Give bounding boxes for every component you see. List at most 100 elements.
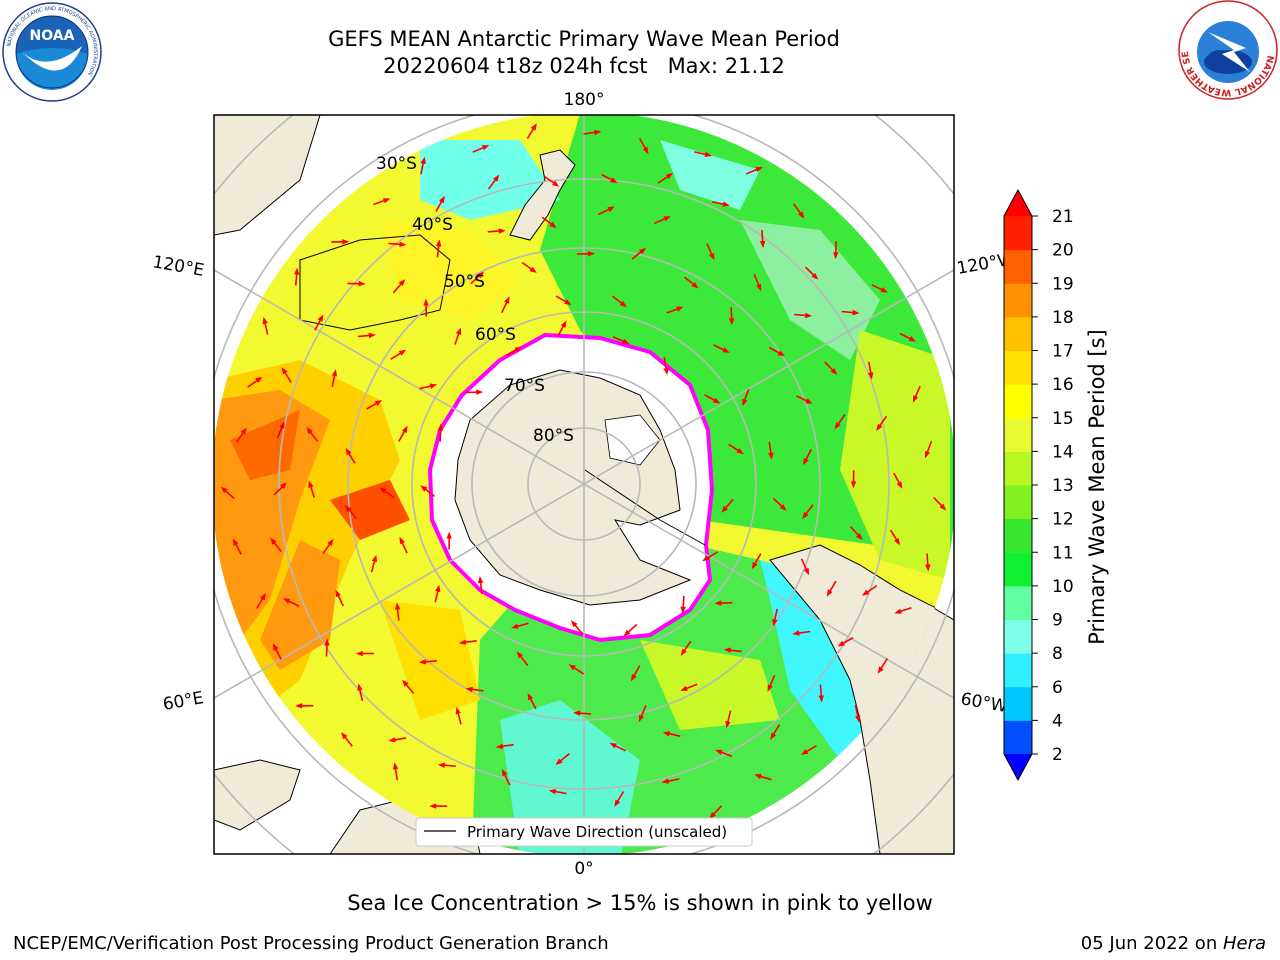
wave-arrow-head bbox=[722, 347, 730, 353]
wave-arrow-head bbox=[324, 638, 330, 646]
colorbar-tick-label: 13 bbox=[1052, 476, 1074, 496]
wave-arrow-head bbox=[477, 576, 484, 584]
colorbar-segment bbox=[1004, 384, 1032, 419]
wave-arrow-head bbox=[662, 731, 671, 737]
wave-arrow-head bbox=[527, 693, 534, 701]
wave-arrow-head bbox=[850, 481, 857, 489]
wave-arrow-head bbox=[714, 600, 722, 606]
wave-arrow-head bbox=[398, 349, 407, 356]
wave-arrow-head bbox=[803, 567, 810, 576]
wave-arrow-head bbox=[755, 167, 763, 173]
colorbar-tick-label: 6 bbox=[1052, 678, 1063, 698]
wave-arrow-head bbox=[587, 251, 595, 257]
wave-arrow-head bbox=[398, 279, 406, 287]
wave-arrow-head bbox=[240, 427, 247, 435]
wave-arrow-head bbox=[420, 485, 428, 492]
wave-arrow-head bbox=[792, 630, 800, 636]
wave-arrow-head bbox=[446, 531, 452, 539]
wave-arrow-head bbox=[374, 400, 383, 406]
wave-arrow-head bbox=[877, 666, 884, 674]
wave-arrow-head bbox=[894, 538, 901, 546]
wave-arrow-head bbox=[262, 316, 268, 325]
wave-arrow-head bbox=[868, 372, 874, 380]
chart-subtitle: 20220604 t18z 024h fcst Max: 21.12 bbox=[383, 54, 785, 78]
wave-arrow-head bbox=[680, 685, 688, 691]
wave-arrow-head bbox=[834, 422, 841, 430]
wave-arrow-head bbox=[573, 710, 581, 716]
wave-arrow-head bbox=[327, 538, 334, 546]
wave-arrow-head bbox=[357, 683, 363, 691]
wave-arrow-head bbox=[691, 282, 699, 289]
lon-label-60w: 60°W bbox=[959, 689, 1009, 717]
wave-arrow-head bbox=[855, 715, 861, 723]
wave-arrow-head bbox=[680, 606, 686, 614]
wave-arrow-head bbox=[798, 211, 805, 219]
colorbar-tick-label: 11 bbox=[1052, 543, 1074, 563]
wave-arrow-head bbox=[712, 397, 721, 404]
wave-arrow-head bbox=[908, 336, 917, 342]
noaa-logo-text: NOAA bbox=[30, 28, 75, 44]
wave-arrow-head bbox=[399, 536, 405, 545]
wave-arrow-head bbox=[371, 554, 377, 563]
wave-arrow-head bbox=[623, 629, 631, 637]
wave-arrow-head bbox=[331, 369, 338, 377]
wave-arrow-head bbox=[317, 314, 324, 322]
wave-arrow-head bbox=[609, 743, 617, 749]
wave-arrow-head bbox=[548, 789, 556, 795]
colorbar-extend-high bbox=[1004, 190, 1032, 216]
wave-arrow-head bbox=[295, 703, 303, 709]
wave-arrow-head bbox=[777, 350, 785, 357]
wave-arrow-head bbox=[368, 332, 376, 339]
wave-arrow-head bbox=[862, 589, 870, 596]
lat-label-30s: 30°S bbox=[376, 154, 417, 174]
wave-arrow-head bbox=[335, 589, 341, 598]
colorbar-tick-label: 20 bbox=[1052, 241, 1074, 261]
wave-arrow-head bbox=[345, 505, 352, 513]
colorbar-extend-low bbox=[1004, 754, 1032, 780]
wave-arrow-head bbox=[516, 651, 524, 659]
wave-arrow-head bbox=[779, 504, 787, 511]
footer-machine: Hera bbox=[1222, 933, 1266, 954]
wave-arrow-head bbox=[833, 252, 839, 260]
wave-arrow-head bbox=[811, 273, 819, 280]
wave-arrow-head bbox=[722, 201, 730, 207]
wave-arrow-head bbox=[388, 737, 396, 743]
wave-arrow-head bbox=[437, 423, 444, 431]
wave-arrow-head bbox=[803, 457, 809, 466]
wave-arrow-head bbox=[358, 281, 366, 287]
wave-arrow-head bbox=[912, 395, 919, 403]
wave-arrow-head bbox=[805, 398, 813, 404]
wave-arrow-head bbox=[756, 283, 762, 292]
wave-arrow-head bbox=[394, 602, 401, 610]
colorbar: 2 4 6 8 9 10 11 12 13 14 15 16 17 18 19 20 21 bbox=[1003, 188, 1074, 782]
wave-arrow-head bbox=[555, 758, 563, 765]
wave-arrow-head bbox=[455, 706, 461, 715]
wave-arrow-head bbox=[272, 643, 279, 651]
colorbar-label: Primary Wave Mean Period [s] bbox=[1085, 329, 1109, 645]
wave-arrow-head bbox=[355, 650, 363, 657]
wave-arrow-head bbox=[345, 447, 352, 456]
wave-arrow-head bbox=[939, 503, 947, 511]
wave-arrow-head bbox=[476, 389, 484, 395]
wave-arrow-head bbox=[661, 778, 670, 784]
wave-arrow-head bbox=[665, 172, 674, 179]
wave-arrow-head bbox=[721, 505, 728, 513]
wave-arrow-head bbox=[715, 749, 723, 755]
chart-title: GEFS MEAN Antarctic Primary Wave Mean Pe… bbox=[328, 27, 840, 51]
wave-arrow-head bbox=[232, 538, 239, 546]
wave-arrow-head bbox=[423, 298, 429, 306]
wave-arrow-head bbox=[768, 452, 774, 460]
wave-arrow-head bbox=[754, 773, 762, 780]
wave-arrow-head bbox=[802, 511, 809, 519]
wave-arrow-head bbox=[642, 146, 649, 155]
wave-arrow-head bbox=[622, 338, 630, 344]
wave-arrow-head bbox=[607, 206, 615, 212]
legend-label: Primary Wave Direction (unscaled) bbox=[467, 823, 727, 841]
lon-label-60e: 60°E bbox=[161, 688, 205, 715]
wave-arrow-head bbox=[610, 177, 618, 183]
wave-arrow-head bbox=[759, 241, 766, 249]
wave-arrow-head bbox=[772, 619, 778, 627]
lat-label-70s: 70°S bbox=[504, 376, 545, 396]
wave-arrow-head bbox=[418, 659, 427, 665]
wave-arrow-head bbox=[751, 561, 758, 570]
